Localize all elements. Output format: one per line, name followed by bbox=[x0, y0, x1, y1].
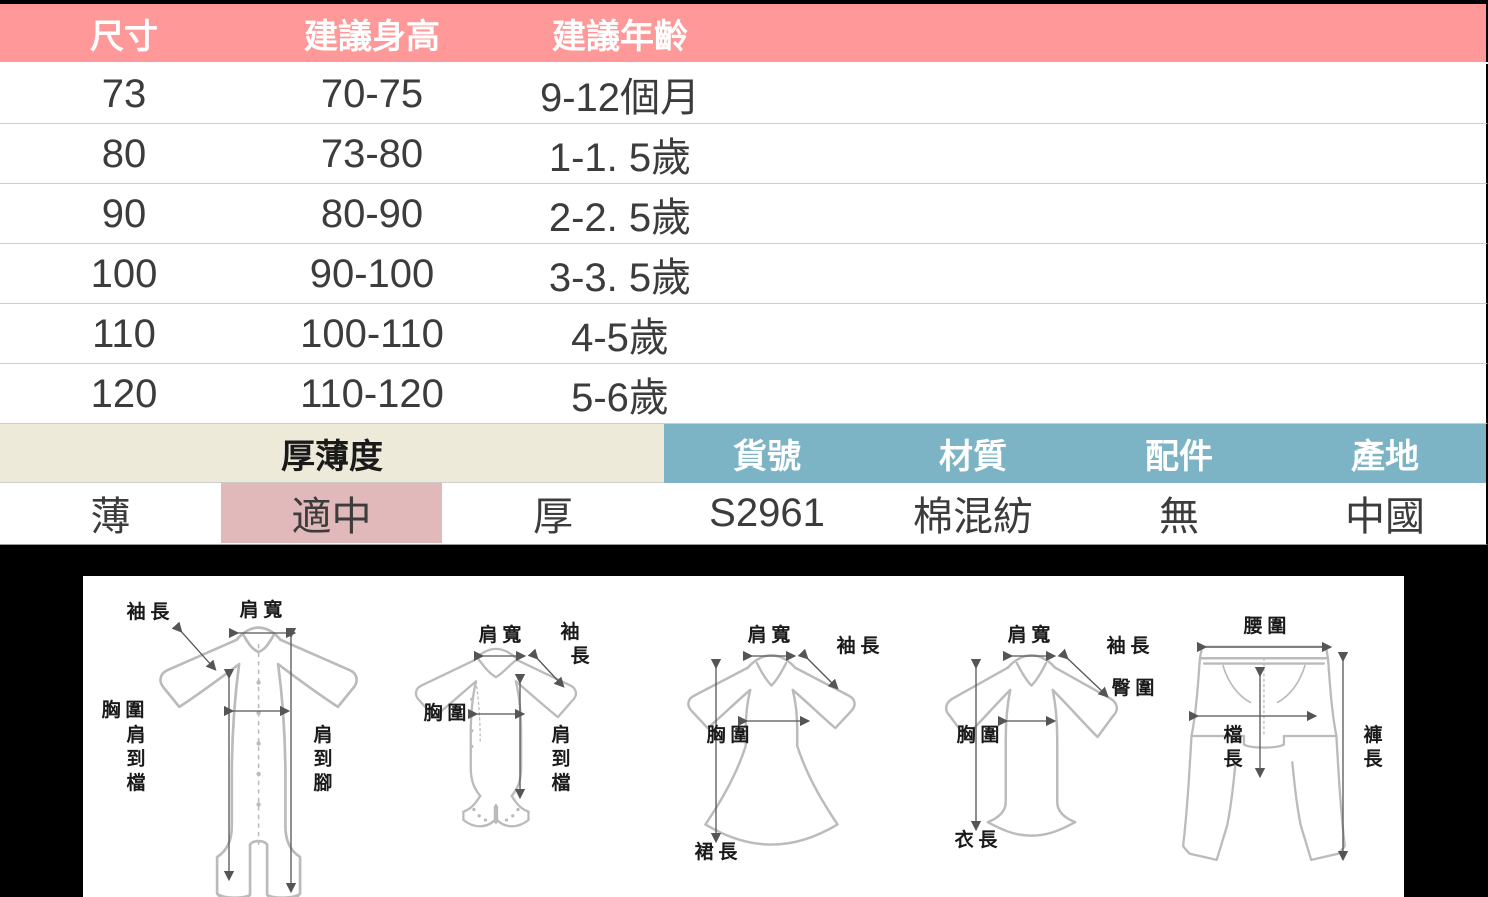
svg-text:臀 圍: 臀 圍 bbox=[1112, 677, 1155, 699]
svg-text:檔: 檔 bbox=[1223, 723, 1242, 746]
svg-text:肩 寬: 肩 寬 bbox=[1008, 623, 1051, 646]
svg-text:袖 長: 袖 長 bbox=[837, 634, 881, 657]
svg-text:長: 長 bbox=[1363, 748, 1383, 770]
svg-text:袖 長: 袖 長 bbox=[127, 600, 171, 623]
svg-text:到: 到 bbox=[126, 748, 145, 770]
svg-text:肩 寬: 肩 寬 bbox=[479, 623, 522, 646]
svg-text:胸 圍: 胸 圍 bbox=[102, 698, 145, 721]
svg-text:衣 長: 衣 長 bbox=[955, 828, 999, 851]
svg-text:裙 長: 裙 長 bbox=[695, 840, 739, 863]
svg-text:到: 到 bbox=[313, 748, 332, 770]
svg-text:肩 寬: 肩 寬 bbox=[748, 623, 791, 646]
svg-text:袖: 袖 bbox=[560, 620, 579, 643]
svg-text:長: 長 bbox=[570, 645, 590, 667]
svg-text:肩 寬: 肩 寬 bbox=[240, 598, 283, 621]
svg-text:腰 圍: 腰 圍 bbox=[1243, 615, 1287, 637]
svg-text:肩: 肩 bbox=[313, 723, 332, 746]
svg-text:檔: 檔 bbox=[551, 771, 570, 794]
svg-text:褲: 褲 bbox=[1363, 723, 1382, 746]
svg-text:到: 到 bbox=[551, 748, 570, 770]
svg-text:胸 圍: 胸 圍 bbox=[424, 701, 467, 724]
svg-text:長: 長 bbox=[1223, 748, 1243, 770]
svg-text:胸 圍: 胸 圍 bbox=[707, 723, 750, 746]
svg-text:胸 圍: 胸 圍 bbox=[957, 723, 1000, 746]
svg-text:腳: 腳 bbox=[313, 772, 332, 794]
svg-text:肩: 肩 bbox=[551, 723, 570, 746]
svg-text:肩: 肩 bbox=[126, 723, 145, 746]
svg-text:袖 長: 袖 長 bbox=[1107, 634, 1151, 657]
svg-text:檔: 檔 bbox=[126, 771, 145, 794]
